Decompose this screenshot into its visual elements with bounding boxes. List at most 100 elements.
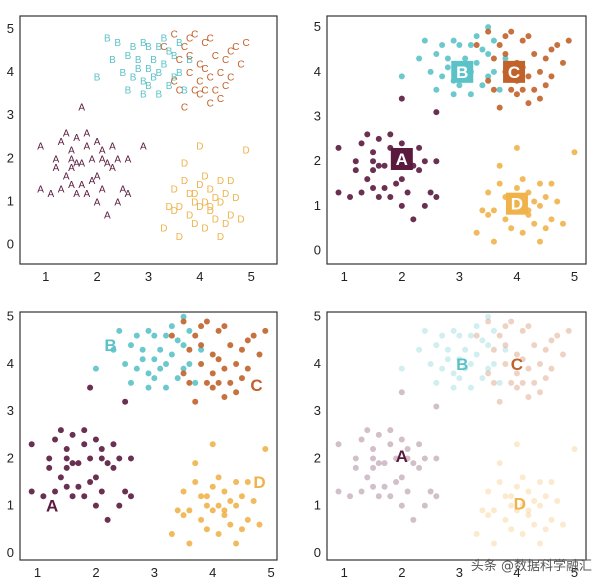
- data-point-B: [485, 313, 492, 320]
- data-point-C: [203, 379, 210, 386]
- data-point-A: [63, 464, 70, 471]
- letter-point-C: C: [227, 47, 234, 58]
- data-point-A: [381, 162, 388, 169]
- data-point-B: [151, 356, 158, 363]
- data-point-A: [127, 493, 134, 500]
- letter-point-C: C: [207, 98, 214, 109]
- letter-point-B: B: [150, 55, 157, 66]
- data-point-D: [531, 220, 538, 227]
- data-point-B: [496, 86, 503, 93]
- data-point-A: [358, 189, 365, 196]
- letter-point-C: C: [201, 64, 208, 75]
- letter-point-D: D: [165, 202, 172, 213]
- letter-point-D: D: [207, 202, 214, 213]
- letter-point-C: C: [160, 42, 167, 53]
- data-point-C: [490, 346, 497, 353]
- data-point-D: [198, 493, 205, 500]
- data-point-B: [127, 342, 134, 349]
- data-point-B: [427, 360, 434, 367]
- data-point-A: [335, 144, 342, 151]
- data-point-C: [221, 365, 228, 372]
- data-point-D: [203, 493, 210, 500]
- data-point-B: [462, 365, 469, 372]
- data-point-D: [513, 507, 520, 514]
- letter-point-C: C: [196, 59, 203, 70]
- cluster-label-box: [503, 60, 526, 83]
- data-point-A: [335, 189, 342, 196]
- x-tick-label: 5: [571, 565, 578, 580]
- data-point-D: [508, 225, 515, 232]
- data-point-A: [393, 455, 400, 462]
- data-point-C: [262, 327, 269, 334]
- data-point-C: [256, 351, 263, 358]
- letter-point-B: B: [171, 51, 178, 62]
- x-tick-label: 2: [93, 269, 100, 284]
- data-point-A: [387, 441, 394, 448]
- letter-point-C: C: [186, 34, 193, 45]
- data-point-C: [542, 346, 549, 353]
- letter-point-C: C: [186, 51, 193, 62]
- data-point-D: [548, 516, 555, 523]
- letter-point-D: D: [232, 193, 239, 204]
- data-point-B: [485, 342, 492, 349]
- data-point-B: [450, 91, 457, 98]
- data-point-D: [559, 220, 566, 227]
- data-point-D: [209, 483, 216, 490]
- data-point-D: [502, 516, 509, 523]
- data-point-C: [227, 342, 234, 349]
- letter-point-B: B: [119, 68, 126, 79]
- letter-point-A: A: [73, 133, 80, 144]
- data-point-C: [209, 351, 216, 358]
- data-point-B: [462, 55, 469, 62]
- data-point-C: [548, 337, 555, 344]
- x-tick-label: 3: [145, 269, 152, 284]
- data-point-A: [364, 427, 371, 434]
- cluster-label-box: [451, 60, 474, 83]
- letter-point-D: D: [201, 223, 208, 234]
- letter-point-B: B: [125, 51, 132, 62]
- data-point-A: [421, 202, 428, 209]
- data-point-D: [519, 474, 526, 481]
- data-point-B: [444, 346, 451, 353]
- letter-point-C: C: [232, 42, 239, 53]
- data-point-A: [416, 167, 423, 174]
- data-point-A: [352, 455, 359, 462]
- letter-point-B: B: [155, 90, 162, 101]
- data-point-C: [531, 50, 538, 57]
- data-point-A: [122, 488, 129, 495]
- letter-point-B: B: [114, 38, 121, 49]
- data-point-B: [116, 327, 123, 334]
- letter-point-A: A: [78, 159, 85, 170]
- letter-point-D: D: [222, 189, 229, 200]
- data-point-D: [554, 497, 561, 504]
- data-point-A: [416, 441, 423, 448]
- data-point-A: [433, 455, 440, 462]
- data-point-A: [98, 445, 105, 452]
- data-point-A: [404, 488, 411, 495]
- letter-point-B: B: [140, 77, 147, 88]
- letter-point-D: D: [191, 219, 198, 230]
- cluster-label-D: D: [511, 195, 523, 214]
- data-point-C: [548, 46, 555, 53]
- data-point-A: [122, 398, 129, 405]
- letter-point-A: A: [114, 197, 121, 208]
- data-point-A: [87, 384, 94, 391]
- data-point-C: [496, 104, 503, 111]
- letter-point-A: A: [119, 185, 126, 196]
- data-point-C: [233, 360, 240, 367]
- letter-point-C: C: [212, 51, 219, 62]
- data-point-B: [496, 379, 503, 386]
- data-point-A: [92, 474, 99, 481]
- data-point-C: [209, 384, 216, 391]
- data-point-C: [215, 379, 222, 386]
- data-point-A: [393, 479, 400, 486]
- y-tick-label: 1: [314, 198, 321, 213]
- data-point-B: [163, 384, 170, 391]
- letter-point-A: A: [68, 146, 75, 157]
- data-point-D: [496, 180, 503, 187]
- data-point-D: [238, 493, 245, 500]
- data-point-C: [508, 318, 515, 325]
- letter-point-B: B: [161, 59, 168, 70]
- letter-point-A: A: [73, 159, 80, 170]
- letter-point-A: A: [53, 154, 60, 165]
